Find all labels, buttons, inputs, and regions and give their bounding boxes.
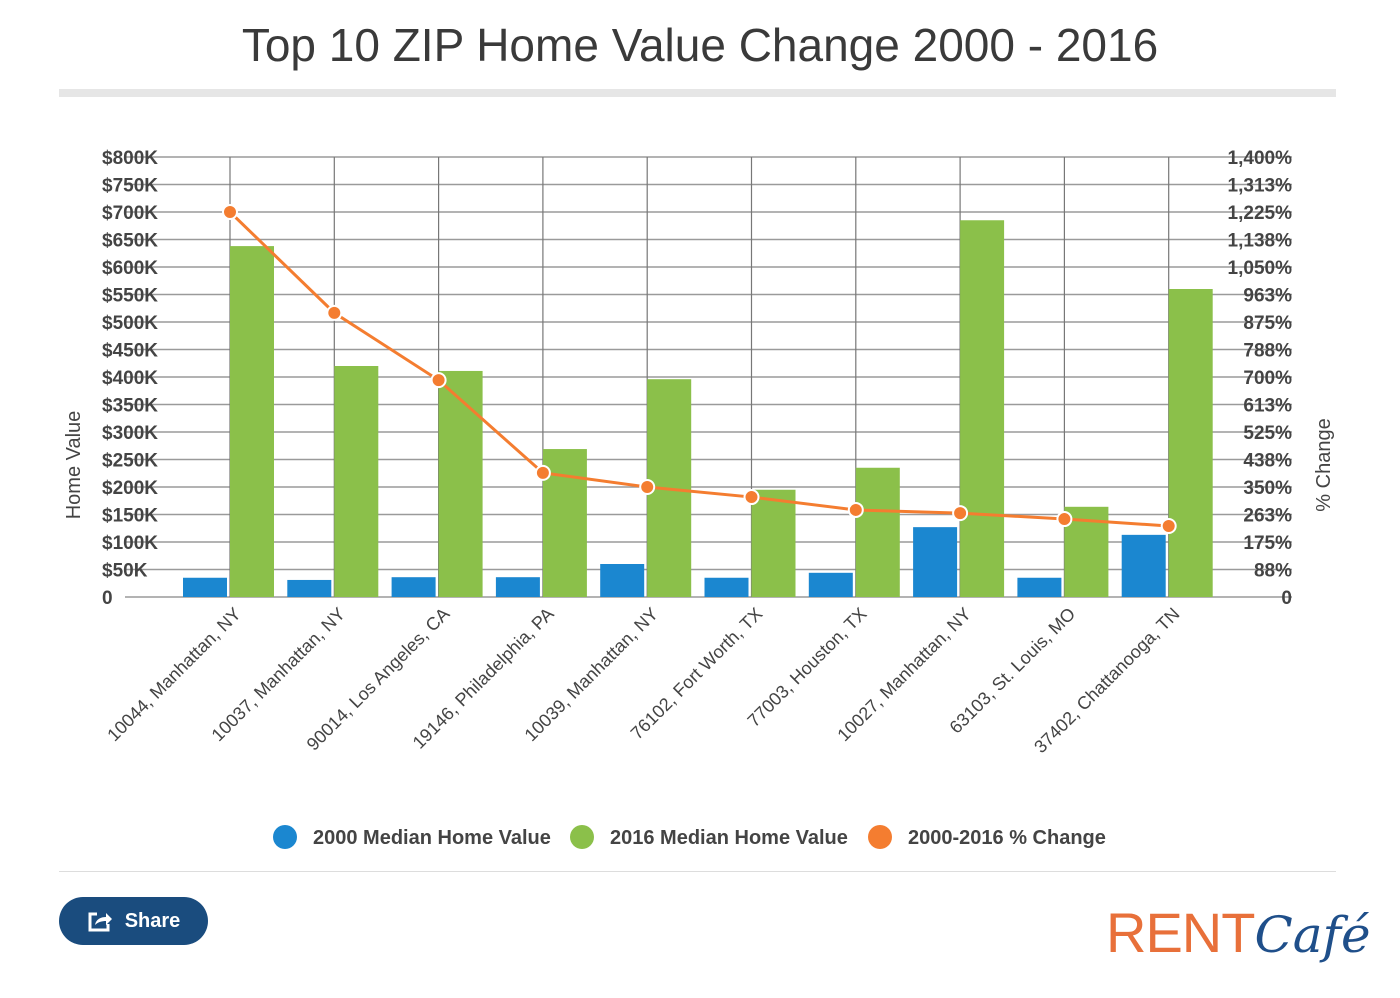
rentcafe-logo: RENTCafé [1106, 901, 1371, 964]
y2-tick-label: 175% [1243, 533, 1292, 554]
y2-tick-label: 438% [1243, 451, 1292, 472]
y2-tick-label: 88% [1254, 561, 1292, 582]
y2-tick-label: 963% [1243, 286, 1292, 307]
y-tick-label: $250K [102, 451, 158, 472]
legend-marker [570, 825, 594, 849]
bar-2016 [334, 366, 379, 597]
y-tick-label: $700K [102, 203, 158, 224]
chart-title: Top 10 ZIP Home Value Change 2000 - 2016 [241, 19, 1159, 71]
y-tick-label: $400K [102, 368, 158, 389]
legend-label: 2000 Median Home Value [313, 827, 551, 849]
y2-tick-label: 700% [1243, 368, 1292, 389]
y2-tick-label: 1,138% [1228, 231, 1293, 252]
footer-divider [59, 871, 1336, 872]
legend-label: 2000-2016 % Change [908, 827, 1106, 849]
bar-2016 [438, 370, 483, 597]
pct-change-point [534, 464, 551, 481]
y2-tick-label: 613% [1243, 396, 1292, 417]
y-axis-title: Home Value [63, 411, 85, 520]
y-tick-label: $350K [102, 396, 158, 417]
share-label: Share [124, 909, 181, 932]
bar-2016 [960, 220, 1005, 597]
bar-2000 [600, 564, 645, 597]
legend-marker [273, 825, 297, 849]
bar-2000 [495, 577, 540, 597]
bar-2016 [230, 246, 274, 597]
y-tick-label: $100K [102, 533, 158, 554]
y-tick-label: $500K [102, 313, 158, 334]
bar-2016 [751, 489, 796, 597]
pct-change-point [639, 479, 656, 495]
pct-change-point [743, 489, 760, 506]
y-tick-label: $150K [102, 506, 158, 527]
bar-2000 [704, 577, 749, 597]
y-tick-label: $550K [102, 286, 158, 307]
y-tick-label: $200K [102, 478, 158, 499]
y2-tick-label: 525% [1243, 423, 1292, 444]
bar-2016 [1168, 289, 1213, 597]
pct-change-point [952, 505, 969, 522]
bar-2000 [1121, 534, 1166, 597]
pct-change-point [222, 204, 238, 220]
y-tick-label: $650K [102, 231, 158, 252]
legend-marker [868, 825, 892, 849]
y2-tick-label: 350% [1243, 478, 1292, 499]
pct-change-line [228, 210, 1169, 528]
y2-tick-label: 1,225% [1228, 203, 1293, 224]
bar-2000 [287, 579, 332, 597]
pct-change-point [1056, 511, 1073, 528]
legend-label: 2016 Median Home Value [610, 827, 848, 849]
y-tick-label: $300K [102, 423, 158, 444]
y-tick-label: $750K [102, 176, 158, 197]
y2-tick-label: 1,313% [1228, 176, 1293, 197]
y-tick-label: $450K [102, 341, 158, 362]
y2-tick-label: 875% [1243, 313, 1292, 334]
y2-tick-label: 788% [1243, 341, 1292, 362]
bar-2000 [1017, 577, 1062, 597]
share-button[interactable]: Share [59, 897, 208, 945]
pct-change-point [326, 304, 343, 321]
y-tick-label: $600K [102, 258, 158, 279]
bar-2000 [183, 577, 227, 597]
y2-tick-label: 1,050% [1228, 258, 1293, 279]
y2-tick-label: 1,400% [1228, 148, 1293, 169]
y-tick-label: 0 [102, 588, 113, 609]
title-divider [59, 89, 1336, 97]
y2-tick-label: 263% [1243, 506, 1292, 527]
pct-change-point [430, 372, 447, 389]
bar-2016 [855, 467, 900, 597]
pct-change-point [847, 501, 864, 518]
bar-2000 [913, 527, 958, 597]
y-tick-label: $800K [102, 148, 158, 169]
bar-2000 [808, 572, 853, 597]
bar-2000 [391, 577, 436, 597]
share-icon [88, 912, 112, 932]
y-tick-label: $50K [102, 561, 148, 582]
pct-change-point [1160, 517, 1177, 534]
y2-axis-title: % Change [1313, 418, 1335, 511]
y2-tick-label: 0 [1281, 588, 1292, 609]
